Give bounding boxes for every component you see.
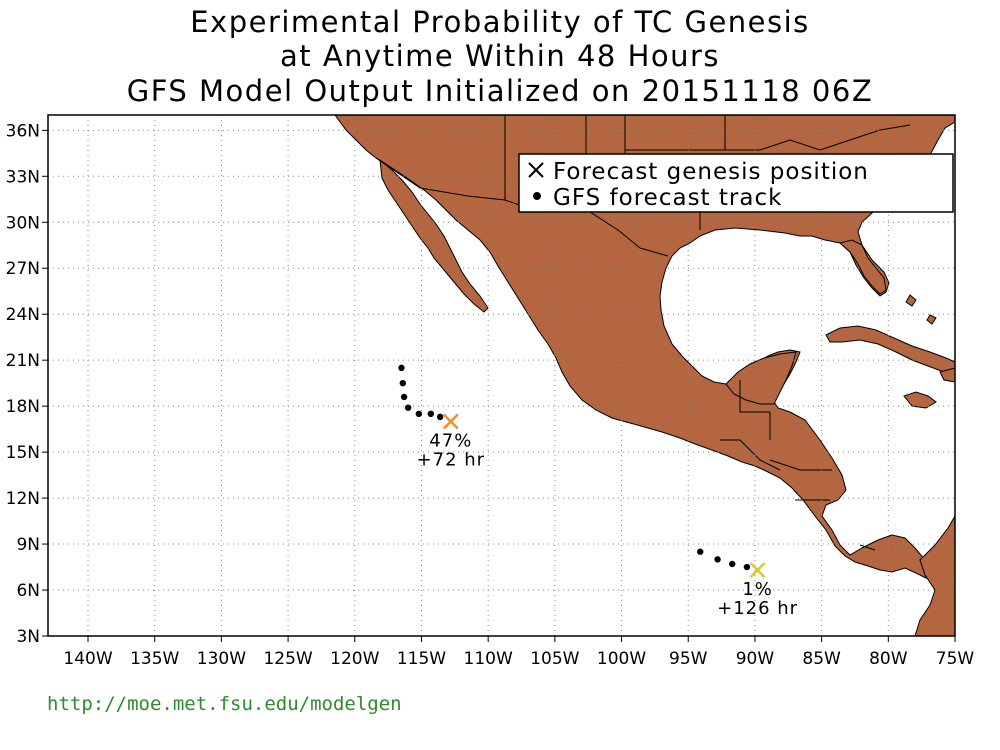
track-point: [404, 404, 412, 411]
title-line-1: Experimental Probability of TC Genesis: [190, 5, 810, 39]
land-bahamas-2: [926, 314, 937, 325]
genesis-probability: 47%: [429, 430, 472, 451]
lon-tick-label: 120W: [330, 649, 379, 669]
map-frame: [47, 114, 956, 637]
lon-tick-label: 100W: [597, 649, 646, 669]
lat-tick-label: 21N: [6, 351, 40, 371]
axis-ticks: [42, 129, 956, 642]
track-point: [436, 413, 444, 421]
genesis-lead-time: +126 hr: [717, 598, 798, 619]
lon-tick-label: 95W: [669, 649, 708, 669]
land-jamaica: [903, 391, 937, 409]
lat-tick-label: 18N: [6, 397, 40, 417]
track-point: [427, 410, 435, 418]
lat-tick-label: 9N: [16, 535, 40, 555]
border-central-america-1: [720, 439, 781, 471]
track-point: [697, 548, 704, 555]
grid-lines: [48, 115, 955, 636]
lat-tick-label: 24N: [6, 305, 40, 325]
border-mexico-guatemala: [739, 380, 771, 440]
lat-tick-label: 30N: [6, 213, 40, 233]
lon-tick-label: 135W: [130, 649, 179, 669]
lon-tick-label: 115W: [397, 649, 446, 669]
genesis-marker-icon: [442, 413, 459, 430]
lon-tick-label: 125W: [263, 649, 312, 669]
border-us-state-4: [725, 124, 911, 151]
track-point: [398, 364, 405, 372]
land-baja-california: [379, 158, 489, 313]
latitude-labels: 36N 33N 30N 27N 24N 21N 18N 15N 12N 9N 6N 3N: [6, 121, 40, 647]
track-point: [743, 563, 751, 571]
border-panama: [859, 544, 876, 551]
lon-tick-label: 85W: [802, 649, 841, 669]
forecast-system: 47%+72 hr: [398, 364, 486, 470]
land-masses: [334, 114, 956, 637]
lon-tick-label: 90W: [736, 649, 775, 669]
legend-genesis-label: Forecast genesis position: [553, 159, 869, 185]
genesis-lead-time: +72 hr: [417, 449, 486, 470]
lat-tick-label: 12N: [6, 489, 40, 509]
track-point: [400, 393, 408, 401]
lat-tick-label: 6N: [16, 581, 40, 601]
longitude-labels: 140W 135W 130W 125W 120W 115W 110W 105W 100W 95W 9…: [63, 649, 974, 669]
lat-tick-label: 33N: [6, 167, 40, 187]
lat-tick-label: 3N: [16, 627, 40, 647]
track-point: [714, 556, 721, 563]
title-line-2: at Anytime Within 48 Hours: [280, 39, 720, 73]
genesis-marker-icon: [749, 562, 766, 578]
lon-tick-label: 130W: [197, 649, 246, 669]
genesis-x-icon: [528, 162, 544, 178]
forecast-system: 1%+126 hr: [697, 548, 798, 619]
lon-tick-label: 105W: [530, 649, 579, 669]
lon-tick-label: 75W: [936, 649, 975, 669]
land-florida: [838, 239, 887, 295]
lon-tick-label: 110W: [464, 649, 513, 669]
legend: Forecast genesis position GFS forecast t…: [518, 153, 954, 213]
land-bahamas: [905, 294, 917, 307]
footer-url[interactable]: http://moe.met.fsu.edu/modelgen: [47, 693, 402, 715]
title-line-3: GFS Model Output Initialized on 20151118…: [127, 74, 873, 108]
lon-tick-label: 140W: [63, 649, 112, 669]
track-point: [415, 410, 423, 418]
lat-tick-label: 15N: [6, 443, 40, 463]
land-yucatan: [725, 351, 797, 405]
lon-tick-label: 80W: [869, 649, 908, 669]
lat-tick-label: 36N: [6, 121, 40, 141]
track-point: [399, 379, 406, 387]
lat-tick-label: 27N: [6, 259, 40, 279]
legend-box: [518, 153, 954, 213]
legend-track-label: GFS forecast track: [553, 185, 782, 211]
track-dot-icon: [533, 192, 541, 200]
track-point: [729, 560, 736, 568]
forecast-systems: 47%+72 hr 1%+126 hr: [398, 364, 798, 619]
genesis-probability: 1%: [742, 579, 773, 600]
